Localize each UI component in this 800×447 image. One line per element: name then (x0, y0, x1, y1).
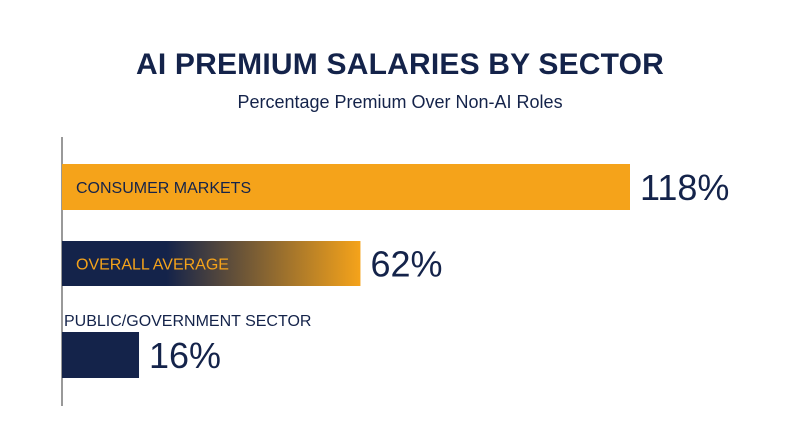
bar-value-label: 16% (149, 335, 221, 376)
bar-category-label: OVERALL AVERAGE (76, 257, 229, 274)
bar (62, 332, 140, 378)
bar-value-label: 118% (640, 167, 729, 208)
chart-title: AI PREMIUM SALARIES BY SECTOR (135, 48, 665, 81)
bar (62, 241, 361, 286)
chart-subtitle: Percentage Premium Over Non-AI Roles (237, 92, 563, 112)
bar-value-label: 62% (370, 244, 442, 285)
bar-category-label: PUBLIC/GOVERNMENT SECTOR (64, 313, 311, 330)
bar (62, 164, 630, 210)
bar-category-label: CONSUMER MARKETS (76, 180, 251, 197)
